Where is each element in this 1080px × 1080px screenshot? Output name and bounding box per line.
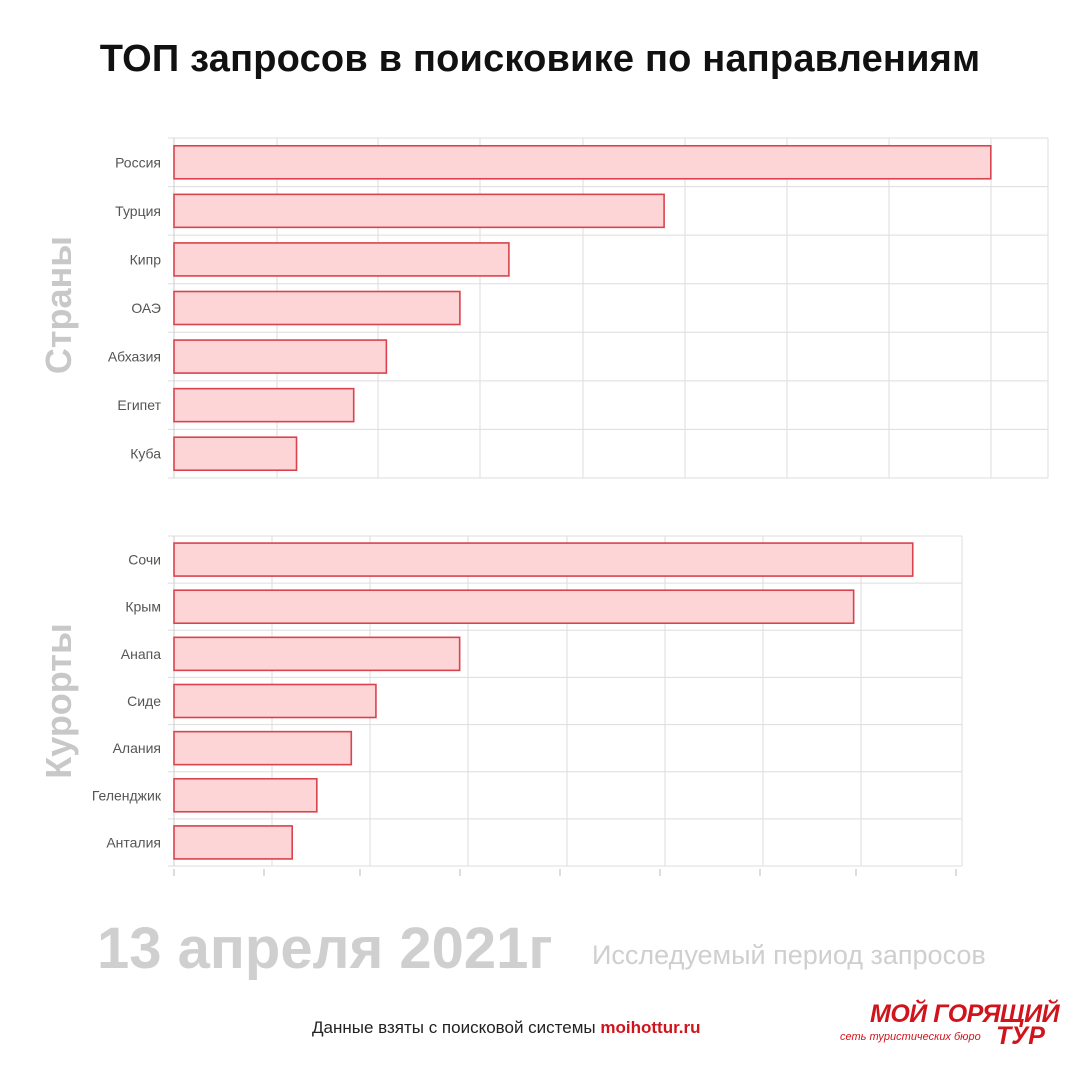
bar xyxy=(173,542,914,577)
bar xyxy=(173,436,298,472)
logo-line-3: ТУР xyxy=(996,1022,1045,1050)
category-label: Крым xyxy=(125,599,161,615)
bar xyxy=(173,144,992,180)
bar xyxy=(173,730,353,766)
category-label: Турция xyxy=(115,203,161,219)
bar xyxy=(173,242,510,277)
category-label: Алания xyxy=(113,740,161,756)
bar xyxy=(173,387,355,423)
category-label: Анталия xyxy=(106,834,161,850)
bar xyxy=(173,290,461,326)
category-label: Геленджик xyxy=(92,787,162,803)
date-label: 13 апреля 2021г xyxy=(97,916,553,981)
category-label: Сочи xyxy=(128,552,161,568)
source-link[interactable]: moihottur.ru xyxy=(600,1018,701,1037)
category-label: Кипр xyxy=(130,251,162,267)
category-label: Сиде xyxy=(127,693,161,709)
period-caption: Исследуемый период запросов xyxy=(592,940,986,970)
category-label: Куба xyxy=(130,446,161,462)
bar xyxy=(173,339,388,374)
brand-logo[interactable]: МОЙ ГОРЯЩИЙ сеть туристических бюро ТУР xyxy=(840,998,1060,1058)
bar xyxy=(173,193,665,229)
bar xyxy=(173,589,855,625)
bar xyxy=(173,777,318,813)
logo-line-2: сеть туристических бюро xyxy=(840,1031,981,1043)
category-label: Египет xyxy=(117,397,161,413)
logo-line-1: МОЙ ГОРЯЩИЙ xyxy=(870,1000,1060,1028)
bar xyxy=(173,683,377,719)
page-title: ТОП запросов в поисковике по направления… xyxy=(99,38,981,80)
category-label: ОАЭ xyxy=(131,300,161,316)
source-note: Данные взяты с поисковой системы moihott… xyxy=(312,1018,700,1038)
category-label: Анапа xyxy=(121,646,161,662)
category-label: Абхазия xyxy=(108,349,161,365)
category-label: Россия xyxy=(115,154,161,170)
bar xyxy=(173,636,461,672)
source-text: Данные взяты с поисковой системы xyxy=(312,1018,601,1037)
bar xyxy=(173,825,293,860)
